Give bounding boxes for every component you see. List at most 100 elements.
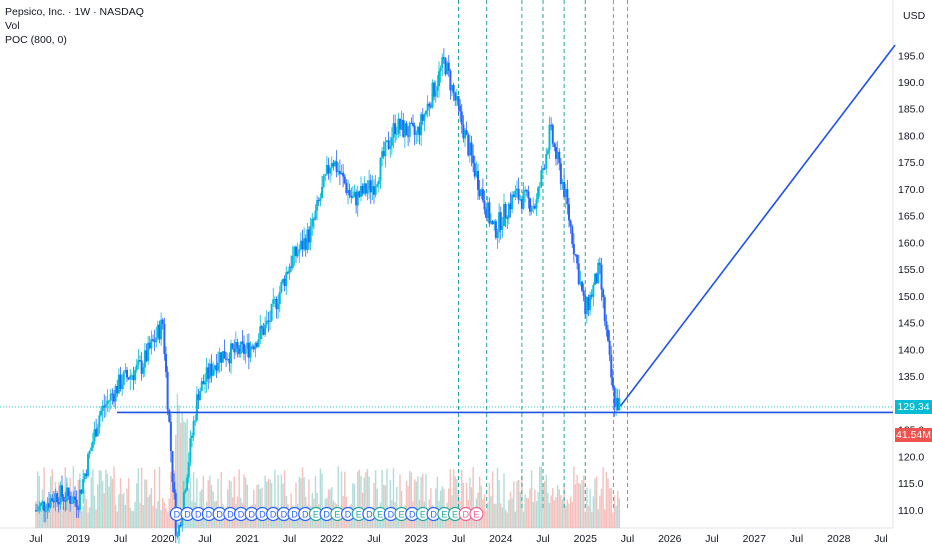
candle-body: [87, 453, 89, 477]
volume-bar: [303, 477, 305, 528]
volume-bar: [301, 467, 304, 528]
candle-body: [485, 209, 488, 218]
volume-bar: [105, 469, 107, 528]
symbol-title[interactable]: Pepsico, Inc. · 1W · NASDAQ: [5, 6, 144, 18]
candle-body: [490, 221, 492, 224]
candle-body: [537, 187, 540, 200]
currency-label: USD: [903, 10, 926, 22]
candle-body: [439, 67, 442, 72]
candle-body: [468, 142, 471, 156]
volume-bar: [615, 505, 617, 528]
indicator-vol[interactable]: Vol: [5, 20, 20, 32]
volume-bar: [462, 482, 465, 528]
marker-label: E: [399, 510, 405, 520]
volume-bar: [85, 498, 88, 528]
candle-body: [400, 119, 403, 130]
candle-body: [95, 429, 98, 437]
volume-bar: [363, 477, 365, 528]
candle-body: [473, 163, 476, 177]
volume-bar: [488, 482, 491, 528]
volume-bar: [534, 489, 536, 528]
candle-body: [171, 451, 174, 483]
candle-body: [184, 489, 187, 492]
marker-label: D: [216, 510, 223, 520]
volume-bar: [162, 498, 164, 528]
candle-body: [67, 487, 70, 497]
candle-body: [499, 212, 502, 230]
candle-body: [278, 292, 281, 305]
candle-body: [304, 238, 307, 250]
candle-body: [269, 320, 271, 322]
volume-bar: [509, 491, 512, 528]
volume-bar: [600, 488, 603, 528]
candle-body: [96, 427, 99, 437]
candle-body: [548, 124, 551, 150]
volume-bar: [166, 512, 169, 528]
x-tick-label: Jul: [114, 533, 127, 545]
candle-body: [574, 254, 577, 256]
candle-body: [451, 84, 453, 91]
volume-bar: [456, 478, 458, 528]
candle-body: [376, 184, 379, 187]
marker-label: D: [345, 510, 352, 520]
candle-body: [327, 165, 330, 174]
marker-label: E: [473, 510, 479, 520]
candle-body: [233, 348, 236, 353]
candle-body: [498, 212, 501, 233]
x-tick-label: 2021: [236, 533, 260, 545]
x-tick-label: 2019: [67, 533, 91, 545]
event-lines: [458, 0, 628, 510]
candle-body: [572, 244, 575, 255]
candle-body: [527, 191, 530, 199]
volume-bar: [267, 478, 270, 528]
y-tick-label: 140.0: [898, 344, 924, 356]
volume-bar: [171, 466, 174, 528]
candle-body: [576, 254, 579, 264]
candle-body: [165, 353, 167, 372]
candle-body: [585, 296, 588, 315]
volume-bar: [599, 495, 601, 528]
trend-line: [619, 44, 896, 407]
candle-body: [173, 482, 176, 493]
candle-body: [142, 367, 145, 374]
candle-body: [342, 172, 345, 177]
volume-bar: [365, 472, 367, 528]
volume-bar: [527, 498, 530, 528]
candle-body: [264, 324, 267, 335]
candle-body: [137, 360, 140, 365]
x-tick-label: Jul: [367, 533, 380, 545]
candle-body: [361, 186, 364, 194]
candle-body: [616, 397, 619, 411]
x-tick-label: 2023: [405, 533, 429, 545]
volume-bar: [514, 511, 517, 528]
candle-body: [358, 191, 361, 197]
candle-body: [421, 114, 424, 121]
candle-body: [423, 114, 426, 121]
candle-body: [80, 489, 83, 494]
candle-body: [202, 381, 205, 385]
marker-label: D: [184, 510, 191, 520]
volume-bar: [516, 481, 518, 528]
candle-body: [62, 496, 65, 501]
candle-body: [130, 375, 133, 377]
candle-body: [350, 195, 353, 198]
volume-bar: [594, 478, 596, 528]
candle-body: [218, 352, 221, 363]
candle-body: [252, 346, 255, 350]
indicator-poc[interactable]: POC (800, 0): [5, 34, 67, 46]
candle-body: [347, 189, 349, 193]
volume-bar: [613, 495, 616, 528]
candle-body: [459, 105, 462, 112]
volume-bar: [314, 476, 317, 528]
candle-body: [501, 225, 504, 230]
candle-body: [205, 367, 208, 382]
candle-body: [507, 203, 510, 219]
candle-body: [122, 372, 125, 385]
x-tick-label: 2020: [151, 533, 175, 545]
candle-body: [481, 189, 484, 201]
candle-body: [194, 420, 197, 422]
earnings-marker: [469, 506, 484, 522]
candle-body: [595, 273, 598, 284]
